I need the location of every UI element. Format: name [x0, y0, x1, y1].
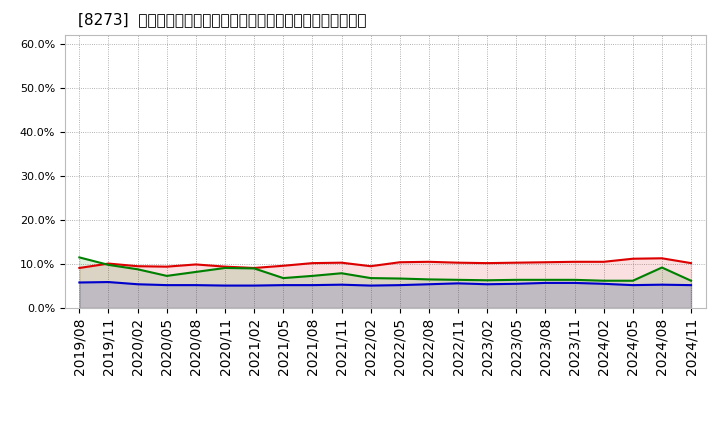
- 売上債権: [163, 264, 171, 269]
- 売上債権: [483, 260, 492, 266]
- 在庫: [366, 283, 375, 288]
- 買入債務: [75, 255, 84, 260]
- 売上債権: [133, 264, 142, 269]
- 売上債権: [104, 261, 113, 266]
- 在庫: [483, 282, 492, 287]
- Text: [8273]  売上債権、在庫、買入債務の総資産に対する比率の推移: [8273] 売上債権、在庫、買入債務の総資産に対する比率の推移: [78, 12, 366, 27]
- 買入債務: [220, 265, 229, 271]
- 買入債務: [629, 278, 637, 283]
- 買入債務: [192, 269, 200, 275]
- 売上債権: [192, 262, 200, 267]
- 売上債権: [454, 260, 462, 265]
- 買入債務: [337, 271, 346, 276]
- 売上債権: [395, 260, 404, 265]
- 売上債権: [337, 260, 346, 265]
- 在庫: [425, 282, 433, 287]
- 売上債権: [570, 259, 579, 264]
- Line: 在庫: 在庫: [79, 282, 691, 286]
- 在庫: [75, 280, 84, 285]
- 在庫: [250, 283, 258, 288]
- 買入債務: [570, 277, 579, 282]
- 在庫: [395, 282, 404, 288]
- 買入債務: [250, 266, 258, 271]
- 売上債権: [308, 260, 317, 266]
- 買入債務: [425, 277, 433, 282]
- 在庫: [629, 282, 637, 288]
- 在庫: [104, 279, 113, 285]
- 在庫: [599, 281, 608, 286]
- 買入債務: [687, 278, 696, 283]
- 売上債権: [75, 265, 84, 271]
- 在庫: [570, 280, 579, 286]
- 売上債権: [541, 260, 550, 265]
- 売上債権: [629, 256, 637, 261]
- 売上債権: [599, 259, 608, 264]
- 売上債権: [250, 265, 258, 271]
- 在庫: [279, 282, 287, 288]
- 売上債権: [687, 260, 696, 266]
- 在庫: [657, 282, 666, 287]
- 買入債務: [599, 278, 608, 283]
- 売上債権: [366, 264, 375, 269]
- 在庫: [541, 280, 550, 286]
- 買入債務: [366, 275, 375, 281]
- 買入債務: [454, 277, 462, 282]
- 在庫: [454, 281, 462, 286]
- 在庫: [220, 283, 229, 288]
- 在庫: [512, 281, 521, 286]
- 買入債務: [541, 277, 550, 282]
- 在庫: [687, 282, 696, 288]
- 売上債権: [657, 256, 666, 261]
- 売上債権: [512, 260, 521, 265]
- 買入債務: [163, 273, 171, 279]
- 売上債権: [425, 259, 433, 264]
- 在庫: [163, 282, 171, 288]
- 買入債務: [133, 267, 142, 272]
- 買入債務: [395, 276, 404, 281]
- 買入債務: [512, 277, 521, 282]
- 買入債務: [279, 275, 287, 281]
- 買入債務: [657, 265, 666, 270]
- 在庫: [337, 282, 346, 287]
- 買入債務: [483, 278, 492, 283]
- 在庫: [133, 282, 142, 287]
- 在庫: [308, 282, 317, 288]
- Line: 売上債権: 売上債権: [79, 258, 691, 268]
- 売上債権: [220, 264, 229, 269]
- Line: 買入債務: 買入債務: [79, 257, 691, 281]
- 売上債権: [279, 263, 287, 268]
- 在庫: [192, 282, 200, 288]
- 買入債務: [308, 273, 317, 279]
- 買入債務: [104, 262, 113, 268]
